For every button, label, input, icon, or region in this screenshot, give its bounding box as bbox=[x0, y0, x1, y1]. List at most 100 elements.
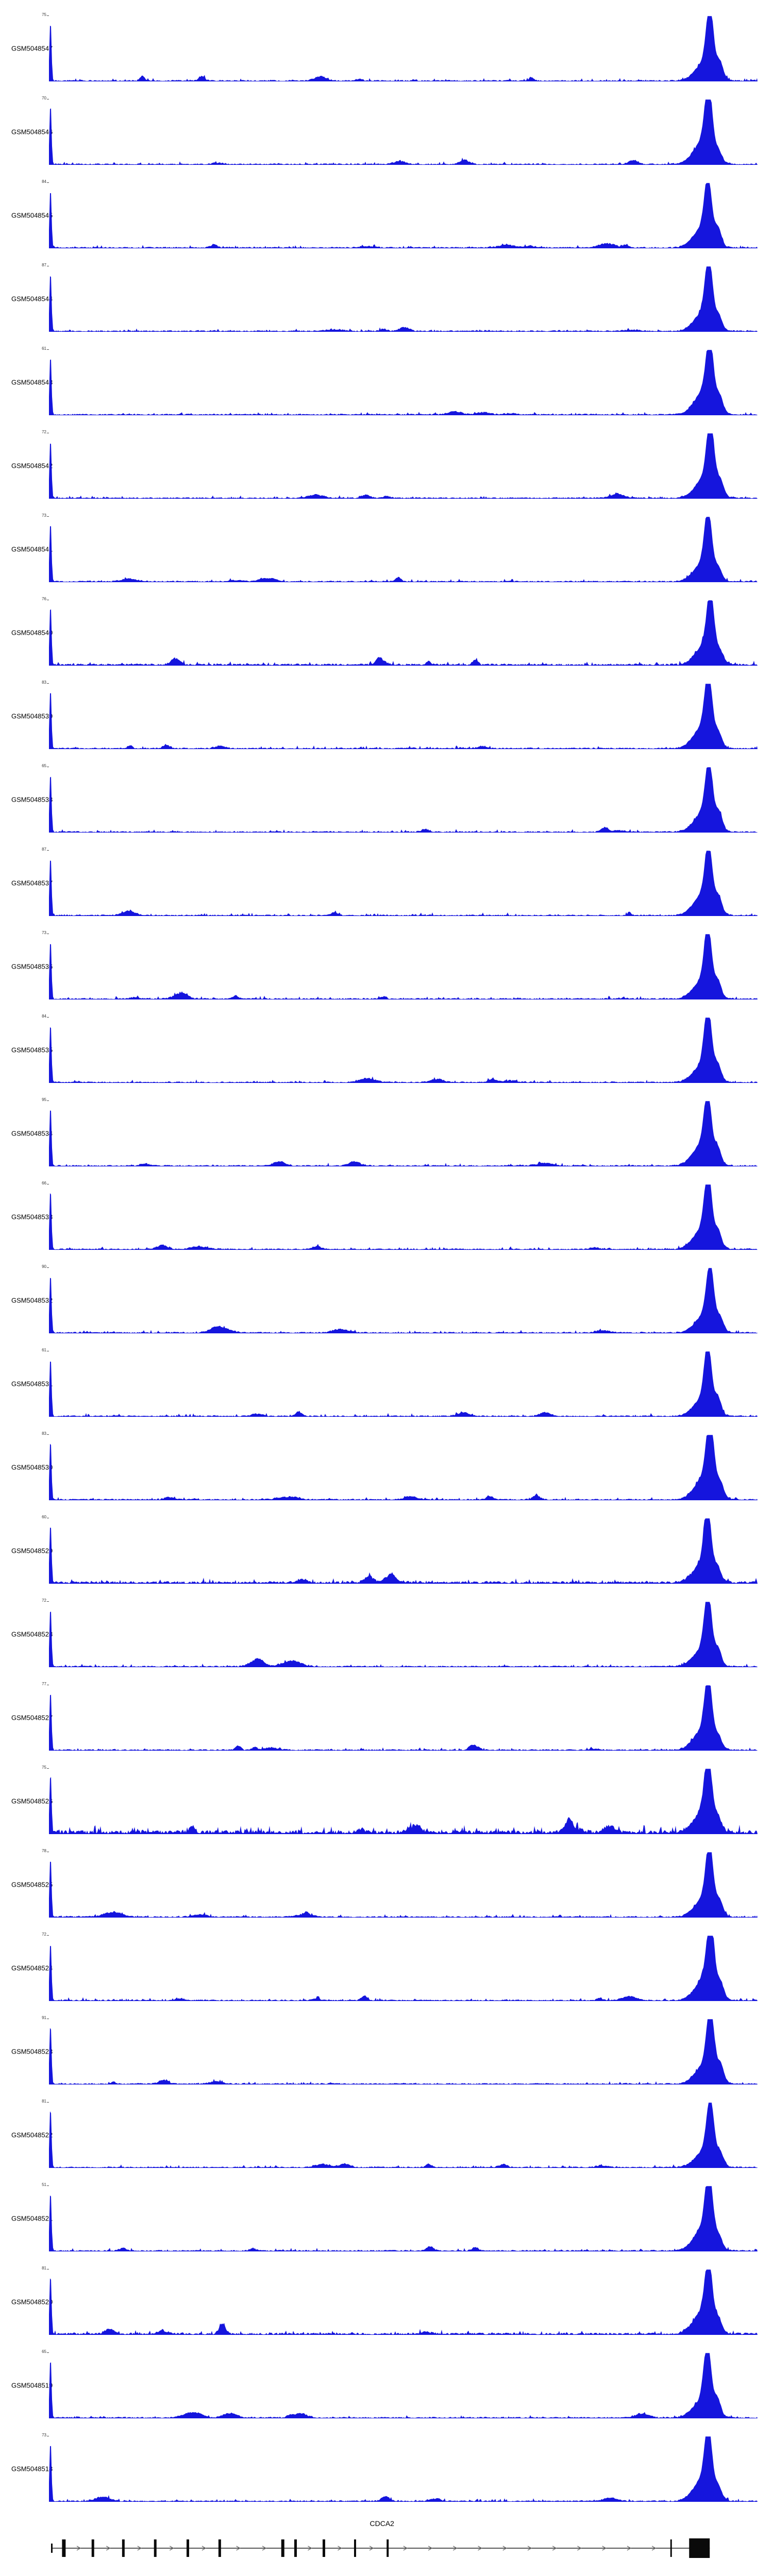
sample-label: GSM5048542 bbox=[11, 462, 53, 470]
yaxis-tick bbox=[47, 1768, 49, 1769]
coverage-plot: 91 bbox=[42, 2015, 758, 2084]
yaxis-max-label: 84 bbox=[42, 179, 46, 184]
coverage-plot: 81 bbox=[42, 2266, 758, 2335]
coverage-plot: 66 bbox=[42, 1181, 758, 1250]
coverage-track-row: GSM5048529 60 bbox=[0, 1515, 773, 1584]
strand-arrow-icon bbox=[106, 2546, 111, 2551]
yaxis-max-label: 87 bbox=[42, 847, 46, 852]
yaxis-tick bbox=[47, 2102, 49, 2103]
sample-label: GSM5048544 bbox=[11, 295, 53, 303]
yaxis-max-label: 65 bbox=[42, 2349, 46, 2354]
yaxis-max-label: 66 bbox=[42, 1181, 46, 1185]
yaxis-tick bbox=[47, 1434, 49, 1435]
strand-arrow-icon bbox=[369, 2546, 374, 2551]
exon-box bbox=[294, 2539, 297, 2557]
strand-arrow-icon bbox=[627, 2546, 632, 2551]
sample-label: GSM5048518 bbox=[11, 2465, 53, 2473]
exon-box bbox=[91, 2539, 94, 2557]
exon-box bbox=[154, 2539, 157, 2557]
coverage-track-row: GSM5048526 75 bbox=[0, 1765, 773, 1834]
coverage-plot: 84 bbox=[42, 1014, 758, 1083]
yaxis-tick bbox=[47, 683, 49, 684]
sample-label: GSM5048529 bbox=[11, 1547, 53, 1555]
exon-box bbox=[122, 2539, 125, 2557]
coverage-signal bbox=[49, 517, 758, 582]
coverage-plot: 65 bbox=[42, 2349, 758, 2418]
yaxis-tick bbox=[47, 349, 49, 350]
coverage-signal bbox=[49, 934, 758, 999]
yaxis-max-label: 84 bbox=[42, 1014, 46, 1019]
coverage-track-row: GSM5048523 91 bbox=[0, 2015, 773, 2084]
coverage-track-row: GSM5048535 84 bbox=[0, 1014, 773, 1083]
coverage-signal bbox=[49, 99, 758, 165]
coverage-signal bbox=[49, 1018, 758, 1083]
strand-arrow-icon bbox=[403, 2546, 408, 2551]
yaxis-max-label: 65 bbox=[42, 764, 46, 768]
coverage-track-row: GSM5048525 78 bbox=[0, 1849, 773, 1918]
strand-arrow-icon bbox=[602, 2546, 607, 2551]
coverage-track-row: GSM5048541 73 bbox=[0, 513, 773, 582]
coverage-plot: 70 bbox=[42, 96, 758, 165]
exon-box bbox=[62, 2539, 66, 2557]
yaxis-max-label: 73 bbox=[42, 930, 46, 935]
coverage-track-row: GSM5048518 73 bbox=[0, 2433, 773, 2502]
coverage-signal bbox=[49, 1351, 758, 1417]
coverage-plot: 61 bbox=[42, 346, 758, 415]
coverage-plot: 73 bbox=[42, 513, 758, 582]
coverage-track-row: GSM5048542 72 bbox=[0, 430, 773, 499]
yaxis-max-label: 51 bbox=[42, 2182, 46, 2187]
sample-label: GSM5048538 bbox=[11, 795, 53, 804]
coverage-plot: 72 bbox=[42, 430, 758, 499]
yaxis-tick bbox=[47, 1601, 49, 1602]
coverage-track-row: GSM5048536 73 bbox=[0, 930, 773, 999]
sample-label: GSM5048539 bbox=[11, 712, 53, 720]
yaxis-tick bbox=[47, 516, 49, 517]
yaxis-max-label: 91 bbox=[42, 2015, 46, 2020]
coverage-signal bbox=[49, 1936, 758, 2001]
coverage-plot: 77 bbox=[42, 1682, 758, 1751]
coverage-plot: 51 bbox=[42, 2182, 758, 2251]
strand-arrow-icon bbox=[478, 2546, 482, 2551]
coverage-track-row: GSM5048528 72 bbox=[0, 1598, 773, 1667]
coverage-signal bbox=[49, 16, 758, 81]
sample-label: GSM5048541 bbox=[11, 545, 53, 553]
yaxis-max-label: 95 bbox=[42, 1097, 46, 1102]
exon-box bbox=[386, 2539, 389, 2557]
coverage-plot: 72 bbox=[42, 1932, 758, 2001]
coverage-track-row: GSM5048538 65 bbox=[0, 764, 773, 833]
yaxis-max-label: 72 bbox=[42, 1932, 46, 1937]
coverage-plot: 84 bbox=[42, 179, 758, 248]
sample-label: GSM5048523 bbox=[11, 2047, 53, 2056]
coverage-track-row: GSM5048543 61 bbox=[0, 346, 773, 415]
coverage-signal bbox=[49, 2269, 758, 2335]
strand-arrow-icon bbox=[137, 2546, 142, 2551]
coverage-plot: 87 bbox=[42, 847, 758, 916]
coverage-plot: 90 bbox=[42, 1264, 758, 1333]
strand-arrow-icon bbox=[502, 2546, 508, 2551]
coverage-plot: 73 bbox=[42, 2433, 758, 2502]
coverage-signal bbox=[49, 600, 758, 666]
yaxis-max-label: 90 bbox=[42, 1264, 46, 1269]
yaxis-max-label: 70 bbox=[42, 96, 46, 100]
sample-label: GSM5048545 bbox=[11, 211, 53, 219]
coverage-plot: 83 bbox=[42, 1431, 758, 1500]
yaxis-tick bbox=[47, 2185, 49, 2186]
coverage-signal bbox=[49, 1852, 758, 1918]
sample-label: GSM5048528 bbox=[11, 1630, 53, 1638]
gene-track-section: CDCA2 bbox=[0, 2519, 773, 2567]
yaxis-max-label: 81 bbox=[42, 2266, 46, 2270]
strand-arrow-icon bbox=[338, 2546, 342, 2551]
sample-label: GSM5048531 bbox=[11, 1380, 53, 1388]
coverage-track-row: GSM5048522 81 bbox=[0, 2099, 773, 2168]
yaxis-max-label: 60 bbox=[42, 1515, 46, 1519]
yaxis-tick bbox=[47, 2352, 49, 2353]
coverage-signal bbox=[49, 433, 758, 499]
strand-arrow-icon bbox=[527, 2546, 532, 2551]
coverage-signal bbox=[49, 183, 758, 248]
exon-box bbox=[281, 2539, 284, 2557]
coverage-track-row: GSM5048537 87 bbox=[0, 847, 773, 916]
yaxis-tick bbox=[47, 850, 49, 851]
coverage-track-row: GSM5048539 83 bbox=[0, 680, 773, 749]
coverage-track-row: GSM5048546 70 bbox=[0, 96, 773, 165]
coverage-track-row: GSM5048533 66 bbox=[0, 1181, 773, 1250]
